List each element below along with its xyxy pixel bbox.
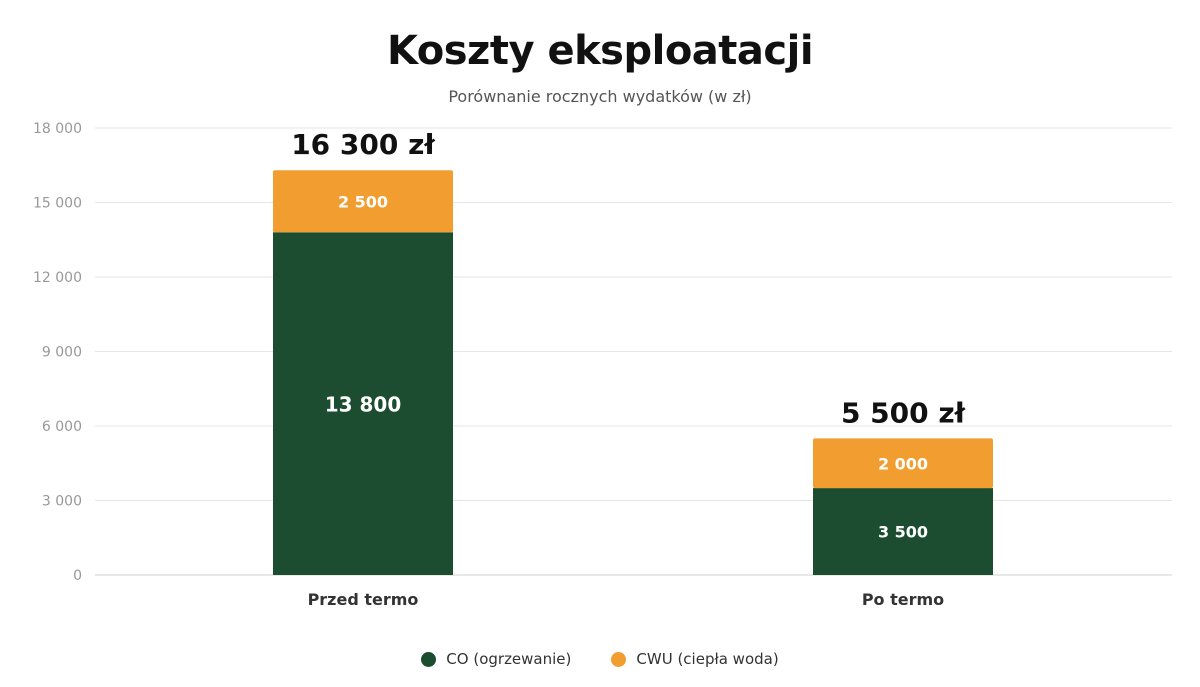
bar-segment-co (813, 488, 993, 575)
legend-label-cwu: CWU (ciepła woda) (636, 650, 779, 668)
chart-subtitle: Porównanie rocznych wydatków (w zł) (448, 87, 752, 106)
stacked-bar-chart: 0 3 000 6 000 9 000 12 000 15 000 18 000 13 800… (33, 121, 1172, 609)
bar-value-label: 13 800 (325, 393, 402, 417)
legend-item-cwu[interactable]: CWU (ciepła woda) (611, 650, 779, 668)
x-category-label: Po termo (862, 590, 944, 609)
y-tick-label: 0 (73, 568, 82, 584)
bar-segment-cwu (813, 438, 993, 489)
legend-label-co: CO (ogrzewanie) (446, 650, 572, 668)
chart-title: Koszty eksploatacji (386, 28, 814, 74)
x-category-label: Przed termo (308, 590, 419, 609)
bar-value-label: 3 500 (878, 523, 928, 542)
y-tick-label: 9 000 (42, 345, 82, 361)
bar-segment-cwu (273, 170, 453, 233)
y-tick-label: 3 000 (42, 494, 82, 510)
legend-item-co[interactable]: CO (ogrzewanie) (421, 650, 571, 668)
legend-swatch-cwu (611, 651, 627, 667)
y-tick-label: 6 000 (42, 419, 82, 435)
bar-total-label: 5 500 zł (841, 396, 966, 429)
bar-segment-co (273, 232, 453, 576)
bar-value-label: 2 000 (878, 454, 928, 473)
y-tick-label: 18 000 (33, 121, 82, 137)
bar-value-label: 2 500 (338, 192, 388, 211)
y-tick-label: 15 000 (33, 196, 82, 212)
legend: CO (ogrzewanie) CWU (ciepła woda) (0, 650, 1200, 668)
y-tick-label: 12 000 (33, 270, 82, 286)
legend-swatch-co (421, 651, 437, 667)
bar-total-label: 16 300 zł (291, 128, 435, 161)
